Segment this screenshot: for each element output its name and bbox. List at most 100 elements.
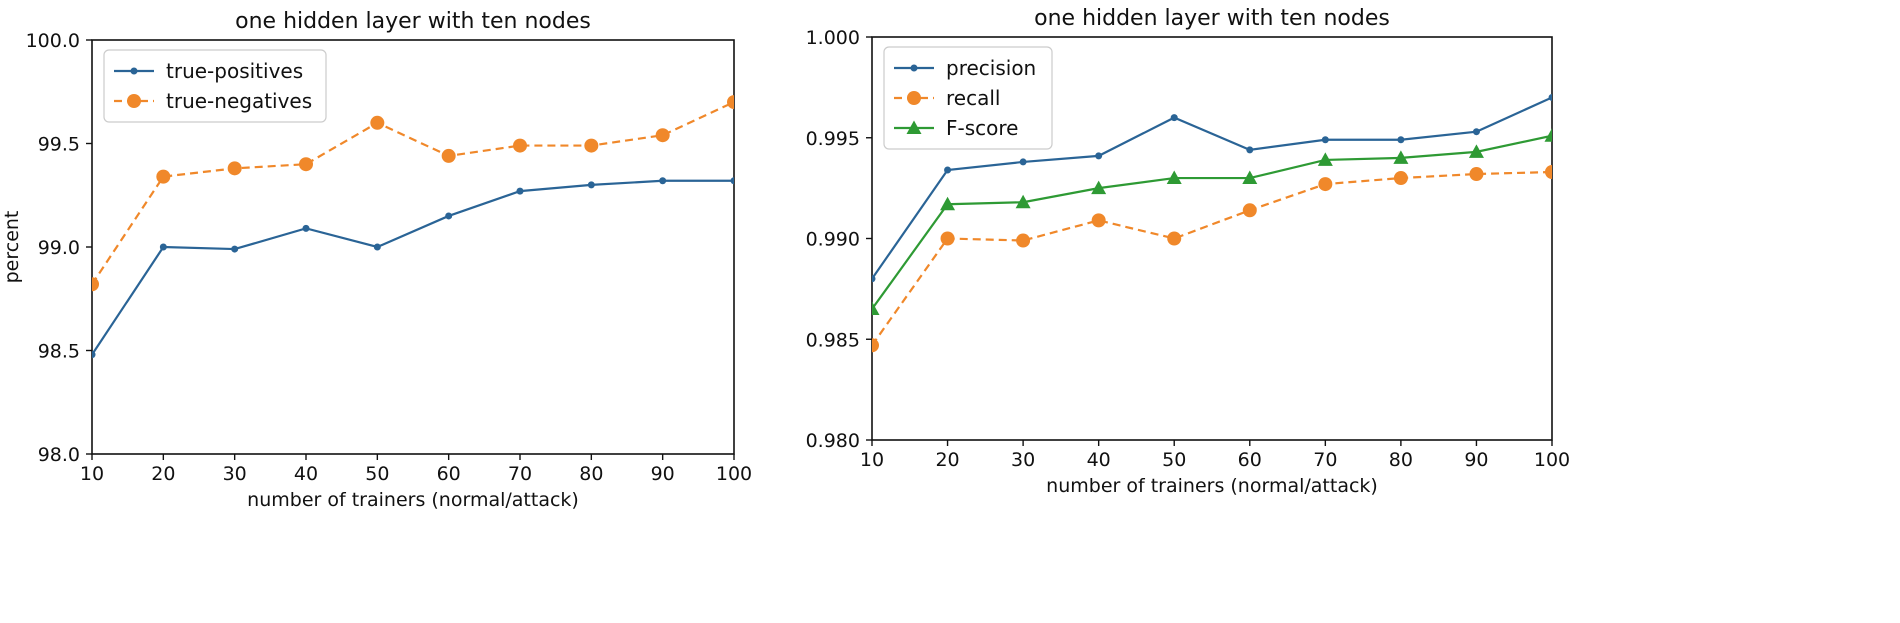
data-point-recall bbox=[1242, 203, 1257, 218]
y-tick-label: 98.0 bbox=[38, 444, 80, 466]
x-tick-label: 50 bbox=[365, 463, 389, 485]
data-point-F-score bbox=[1166, 170, 1182, 185]
data-point-true-positives bbox=[516, 187, 524, 195]
data-point-F-score bbox=[872, 301, 880, 316]
x-axis-label: number of trainers (normal/attack) bbox=[247, 489, 579, 511]
x-tick-label: 20 bbox=[935, 449, 959, 471]
x-tick-label: 90 bbox=[1464, 449, 1488, 471]
y-tick-label: 99.0 bbox=[38, 237, 80, 259]
y-axis-label: percent bbox=[1, 211, 23, 284]
x-tick-label: 70 bbox=[508, 463, 532, 485]
legend-marker-precision bbox=[910, 64, 918, 72]
data-point-true-positives bbox=[302, 224, 310, 232]
legend-marker-true-negatives bbox=[127, 94, 141, 108]
data-point-true-negatives bbox=[227, 161, 242, 176]
data-point-true-positives bbox=[231, 245, 239, 253]
data-point-F-score bbox=[1091, 180, 1107, 195]
data-point-recall bbox=[872, 338, 879, 353]
legend-box bbox=[883, 46, 1053, 150]
data-point-true-negatives bbox=[156, 169, 171, 184]
series-line-F-score bbox=[872, 134, 1552, 310]
data-point-true-negatives bbox=[299, 157, 313, 172]
series-line-true-positives bbox=[92, 179, 734, 356]
data-point-F-score bbox=[1468, 144, 1484, 158]
y-tick-label: 0.995 bbox=[806, 128, 860, 150]
data-point-true-negatives bbox=[370, 115, 385, 130]
x-tick-label: 50 bbox=[1162, 449, 1186, 471]
x-tick-label: 30 bbox=[1011, 449, 1035, 471]
chart-right: one hidden layer with ten nodes 10 20 30 40 5… bbox=[806, 6, 1571, 497]
data-point-true-negatives bbox=[92, 277, 99, 292]
plot-area bbox=[872, 93, 1552, 353]
series-line-true-negatives bbox=[92, 101, 734, 285]
data-point-recall bbox=[1016, 233, 1031, 248]
data-point-F-score bbox=[1544, 128, 1552, 142]
x-tick-label: 40 bbox=[1087, 449, 1111, 471]
data-point-F-score bbox=[1393, 150, 1409, 164]
data-point-precision bbox=[1095, 152, 1103, 160]
x-axis-label: number of trainers (normal/attack) bbox=[1046, 475, 1378, 497]
data-point-precision bbox=[1321, 136, 1329, 144]
data-point-F-score bbox=[1317, 152, 1333, 166]
data-point-precision bbox=[1019, 158, 1027, 166]
data-point-precision bbox=[872, 275, 876, 283]
data-point-F-score bbox=[1242, 170, 1258, 185]
data-point-precision bbox=[1472, 128, 1480, 136]
plot-area bbox=[92, 95, 734, 359]
data-point-recall bbox=[1469, 167, 1484, 182]
data-point-true-positives bbox=[159, 243, 167, 251]
x-tick-label: 40 bbox=[294, 463, 318, 485]
data-point-precision bbox=[944, 166, 952, 174]
y-tick-label: 100.0 bbox=[26, 30, 80, 52]
x-tick-label: 10 bbox=[80, 463, 104, 485]
data-point-true-positives bbox=[373, 243, 381, 251]
x-tick-label: 60 bbox=[1238, 449, 1262, 471]
data-point-true-negatives bbox=[584, 138, 599, 153]
series-line-precision bbox=[872, 96, 1552, 280]
data-point-recall bbox=[1091, 213, 1106, 228]
data-point-true-negatives bbox=[441, 148, 456, 163]
data-point-precision bbox=[1170, 114, 1178, 122]
data-point-precision bbox=[1548, 93, 1552, 101]
legend-label: true-negatives bbox=[166, 89, 312, 113]
data-point-true-negatives bbox=[727, 95, 734, 110]
chart-left: one hidden layer with ten nodes 10 20 30 40 5… bbox=[1, 9, 752, 511]
x-tick-label: 100 bbox=[716, 463, 752, 485]
x-tick-label: 80 bbox=[579, 463, 603, 485]
y-tick-label: 99.5 bbox=[38, 134, 80, 156]
legend-label: true-positives bbox=[166, 59, 303, 83]
data-point-recall bbox=[1393, 171, 1408, 186]
data-point-true-positives bbox=[730, 177, 734, 185]
legend-label: recall bbox=[946, 86, 1000, 110]
y-tick-label: 1.000 bbox=[806, 27, 860, 49]
x-tick-label: 60 bbox=[437, 463, 461, 485]
x-tick-label: 100 bbox=[1534, 449, 1570, 471]
chart-title: one hidden layer with ten nodes bbox=[1034, 6, 1390, 31]
data-point-recall bbox=[1167, 231, 1182, 246]
y-tick-label: 98.5 bbox=[38, 341, 80, 363]
legend-marker-recall bbox=[907, 91, 921, 105]
y-tick-label: 0.985 bbox=[806, 329, 860, 351]
data-point-true-positives bbox=[92, 351, 96, 359]
x-tick-label: 80 bbox=[1389, 449, 1413, 471]
data-point-recall bbox=[1318, 177, 1333, 192]
y-tick-label: 0.990 bbox=[806, 229, 860, 251]
legend-box bbox=[103, 49, 327, 123]
x-tick-label: 90 bbox=[651, 463, 675, 485]
data-point-true-positives bbox=[445, 212, 453, 220]
data-point-true-positives bbox=[659, 177, 667, 185]
chart-title: one hidden layer with ten nodes bbox=[235, 9, 591, 34]
data-point-F-score bbox=[1015, 194, 1031, 209]
data-point-precision bbox=[1246, 146, 1254, 154]
legend-label: precision bbox=[946, 56, 1036, 80]
data-point-recall bbox=[940, 231, 955, 246]
legend-marker-true-positives bbox=[130, 67, 138, 75]
data-point-F-score bbox=[940, 196, 956, 211]
legend-label: F-score bbox=[946, 116, 1018, 140]
x-tick-label: 10 bbox=[860, 449, 884, 471]
x-tick-label: 20 bbox=[151, 463, 175, 485]
data-point-true-positives bbox=[587, 181, 595, 189]
legend-marker-F-score bbox=[906, 120, 922, 134]
x-tick-label: 30 bbox=[223, 463, 247, 485]
